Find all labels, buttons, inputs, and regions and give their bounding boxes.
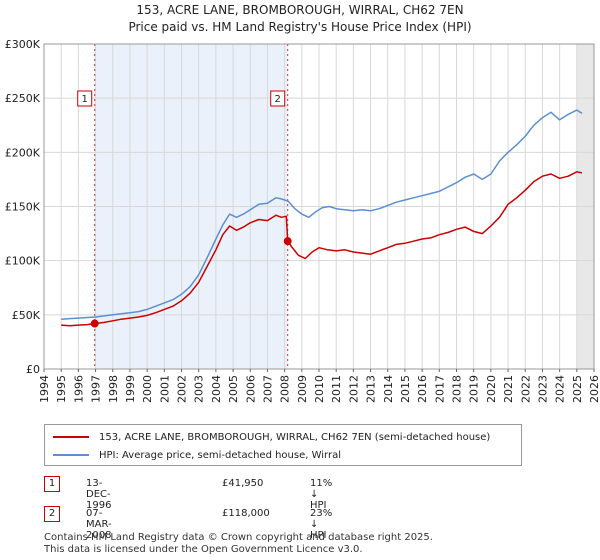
- x-tick-label: 1995: [55, 375, 68, 403]
- x-tick-label: 1997: [90, 375, 103, 403]
- transaction-hpi-diff: 23% ↓ HPI: [310, 508, 333, 541]
- x-tick-label: 2026: [588, 375, 600, 403]
- sale-marker-box: [270, 90, 286, 107]
- transaction-date: 13-DEC-1996: [86, 478, 112, 511]
- sale-point: [90, 319, 99, 328]
- transaction-number: 2: [44, 506, 60, 522]
- x-tick-label: 2003: [193, 375, 206, 403]
- x-tick-label: 2002: [176, 375, 189, 403]
- x-tick-label: 2024: [554, 375, 567, 403]
- x-tick-label: 2023: [536, 375, 549, 403]
- x-tick-label: 2021: [502, 375, 515, 403]
- x-tick-label: 2006: [244, 375, 257, 403]
- axes: £0 £50K £100K £150K £200K £250K £300K 1994 1995 1…: [5, 38, 600, 403]
- y-tick-label: £100K: [5, 255, 41, 268]
- transaction-number: 1: [44, 476, 60, 492]
- y-tick-label: £0: [26, 363, 40, 376]
- x-tick-label: 2004: [210, 375, 223, 403]
- series-line: [61, 171, 583, 327]
- footer-copyright: Contains HM Land Registry data © Crown c…: [44, 532, 433, 543]
- legend-item-property: 153, ACRE LANE, BROMBOROUGH, WIRRAL, CH6…: [53, 429, 490, 445]
- x-tick-label: 2011: [330, 375, 343, 403]
- y-tick-label: £300K: [5, 38, 41, 51]
- legend-swatch-hpi: [53, 454, 89, 456]
- x-tick-label: 2017: [433, 375, 446, 403]
- sale-marker-label: 1: [82, 94, 88, 105]
- x-tick-label: 2016: [416, 375, 429, 403]
- gridlines: [43, 43, 595, 370]
- x-tick-label: 1999: [124, 375, 137, 403]
- legend-swatch-property: [53, 436, 89, 438]
- x-tick-label: 2010: [313, 375, 326, 403]
- x-tick-label: 2009: [296, 375, 309, 403]
- chart: 153, ACRE LANE, BROMBOROUGH, WIRRAL, CH6…: [5, 3, 600, 403]
- x-tick-label: 2022: [519, 375, 532, 403]
- x-tick-label: 2025: [571, 375, 584, 403]
- y-tick-label: £250K: [5, 92, 41, 105]
- transaction-price: £41,950: [222, 478, 264, 489]
- x-tick-label: 1996: [72, 375, 85, 403]
- x-tick-label: 2019: [468, 375, 481, 403]
- sale-point: [283, 237, 292, 246]
- legend-label-property: 153, ACRE LANE, BROMBOROUGH, WIRRAL, CH6…: [99, 431, 491, 443]
- x-tick-label: 1994: [38, 375, 51, 403]
- legend-label-hpi: HPI: Average price, semi-detached house,…: [99, 449, 342, 461]
- x-tick-label: 2018: [451, 375, 464, 403]
- x-tick-label: 2013: [365, 375, 378, 403]
- x-tick-label: 2000: [141, 375, 154, 403]
- legend-item-hpi: HPI: Average price, semi-detached house,…: [53, 447, 341, 463]
- x-tick-label: 2008: [279, 375, 292, 403]
- sale-marker-label: 2: [275, 94, 281, 105]
- footer-licence: This data is licensed under the Open Gov…: [44, 544, 363, 555]
- x-tick-label: 2001: [158, 375, 171, 403]
- transaction-price: £118,000: [222, 508, 270, 519]
- x-tick-label: 2020: [485, 375, 498, 403]
- x-tick-label: 2015: [399, 375, 412, 403]
- y-tick-label: £50K: [12, 309, 41, 322]
- x-tick-label: 2005: [227, 375, 240, 403]
- x-tick-label: 2012: [347, 375, 360, 403]
- y-tick-label: £200K: [5, 146, 41, 159]
- y-tick-label: £150K: [5, 201, 41, 214]
- chart-subtitle: Price paid vs. HM Land Registry's House …: [128, 20, 471, 34]
- x-tick-label: 1998: [107, 375, 120, 403]
- series-lines: [61, 109, 583, 327]
- transaction-date: 07-MAR-2008: [86, 508, 112, 541]
- series-line: [61, 109, 583, 320]
- chart-title: 153, ACRE LANE, BROMBOROUGH, WIRRAL, CH6…: [136, 3, 463, 17]
- sale-marker-box: [77, 90, 93, 107]
- legend: 153, ACRE LANE, BROMBOROUGH, WIRRAL, CH6…: [44, 424, 522, 466]
- x-tick-label: 2007: [261, 375, 274, 403]
- x-tick-label: 2014: [382, 375, 395, 403]
- transaction-hpi-diff: 11% ↓ HPI: [310, 478, 333, 511]
